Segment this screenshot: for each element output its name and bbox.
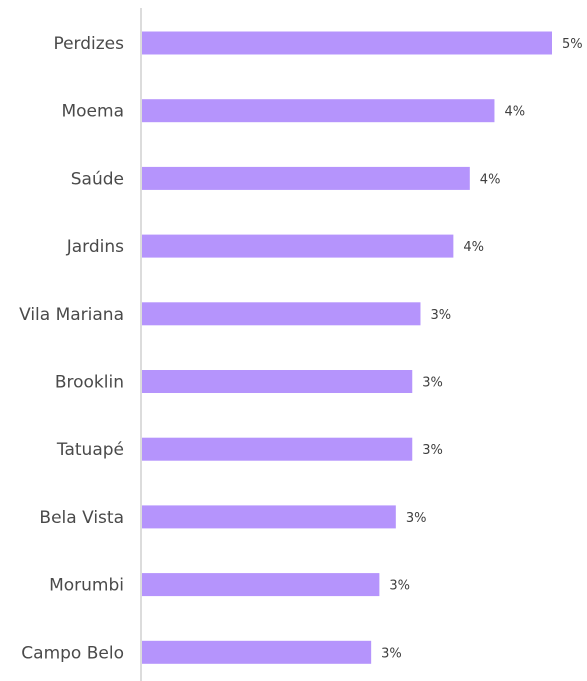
data-label: 3% <box>422 443 443 458</box>
category-label: Brooklin <box>55 373 124 393</box>
category-label: Morumbi <box>49 576 124 596</box>
data-label: 3% <box>430 308 451 323</box>
bar <box>142 99 495 123</box>
bar <box>142 31 552 55</box>
bar <box>142 370 413 393</box>
bar <box>142 640 372 664</box>
bar <box>142 302 421 326</box>
data-label: 3% <box>381 646 402 661</box>
data-label: 5% <box>562 37 583 52</box>
data-label: 3% <box>389 579 410 594</box>
bar <box>142 166 470 190</box>
category-label: Perdizes <box>53 34 124 54</box>
data-label: 3% <box>406 511 427 526</box>
data-label: 3% <box>422 376 443 391</box>
bar <box>142 437 413 461</box>
category-label: Vila Mariana <box>19 305 124 325</box>
category-label: Saúde <box>71 169 124 189</box>
data-label: 4% <box>480 172 501 187</box>
category-label: Tatuapé <box>56 440 124 460</box>
bar <box>142 505 396 529</box>
data-label: 4% <box>504 105 525 120</box>
category-label: Jardins <box>66 237 124 257</box>
category-label: Bela Vista <box>39 508 124 528</box>
category-label: Moema <box>61 102 124 122</box>
data-label: 4% <box>463 240 484 255</box>
category-label: Campo Belo <box>21 643 124 663</box>
bar <box>142 573 380 597</box>
bar <box>142 234 454 258</box>
